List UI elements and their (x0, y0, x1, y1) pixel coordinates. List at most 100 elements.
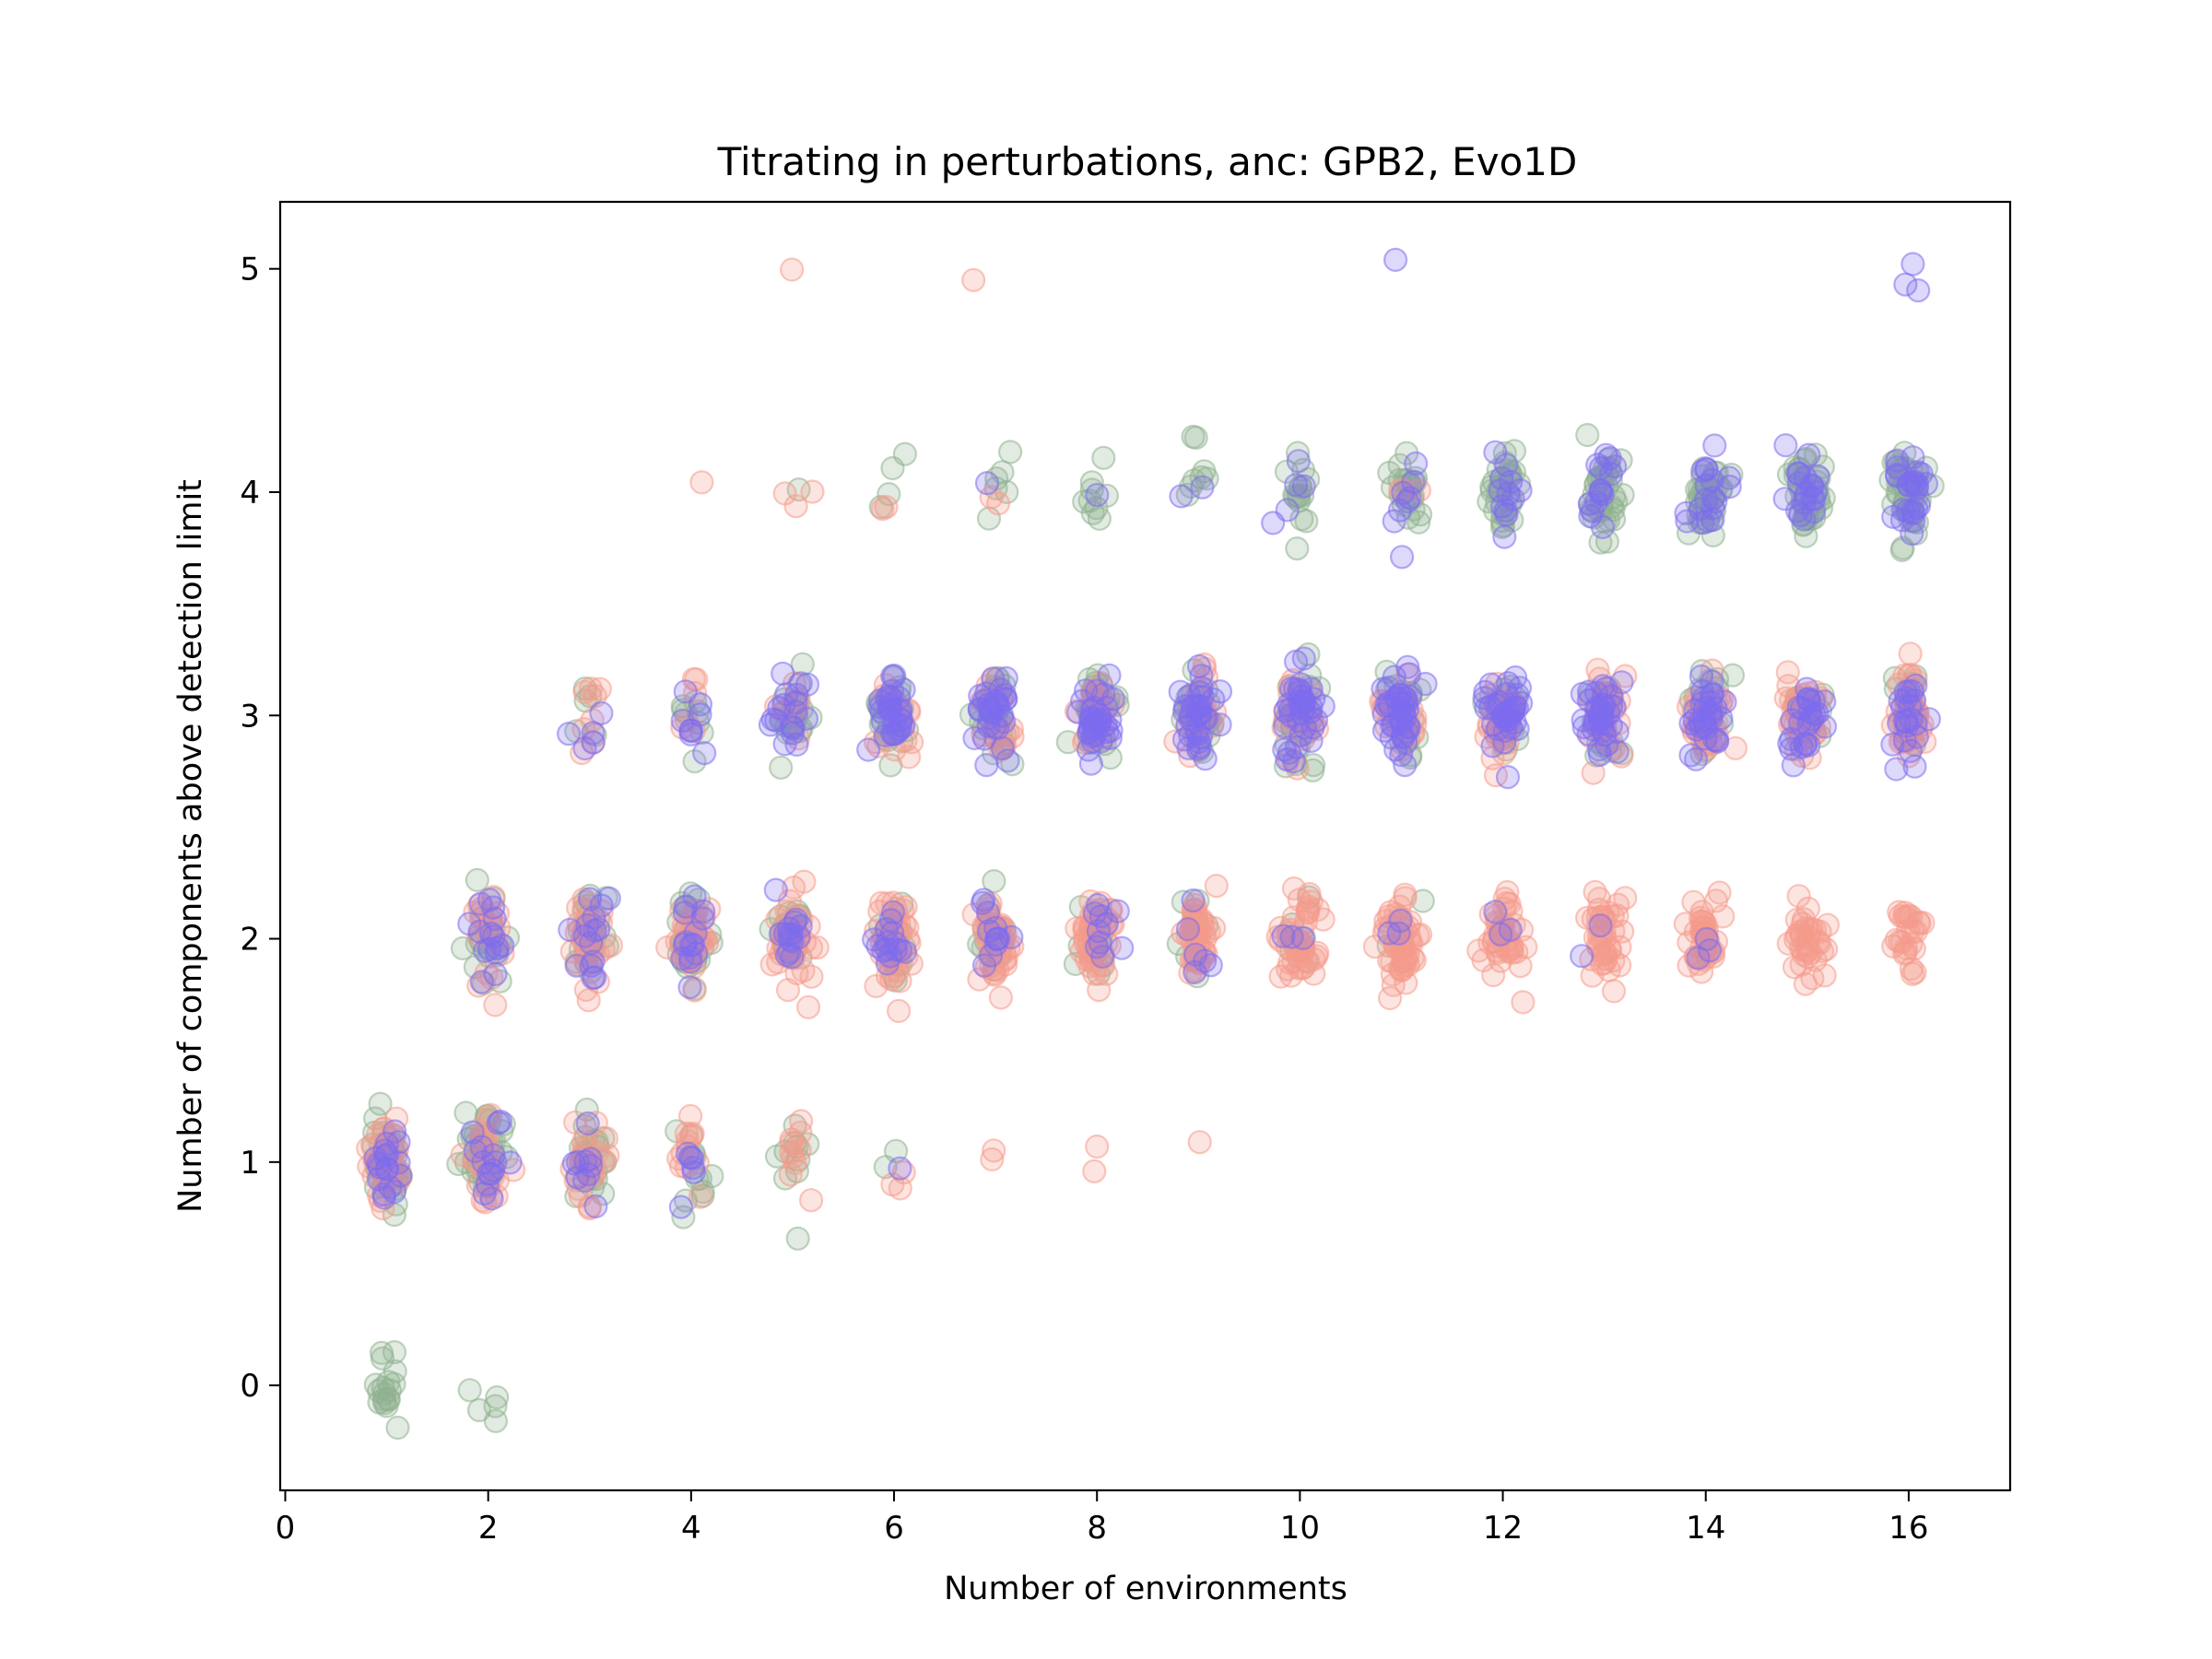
scatter-point (371, 1381, 396, 1406)
scatter-point (1082, 1159, 1107, 1184)
scatter-point (1900, 678, 1924, 704)
scatter-point (1508, 477, 1533, 503)
scatter-point (1702, 433, 1727, 458)
x-tick-label: 14 (1686, 1510, 1725, 1547)
scatter-point (763, 877, 788, 902)
scatter-point (1381, 972, 1406, 997)
scatter-point (891, 677, 916, 702)
scatter-point (382, 1339, 407, 1365)
scatter-point (1271, 924, 1296, 948)
scatter-point (582, 965, 607, 990)
scatter-point (1178, 723, 1203, 748)
scatter-point (995, 748, 1020, 773)
scatter-point (1716, 465, 1742, 490)
scatter-point (975, 900, 1001, 925)
scatter-point (1899, 932, 1924, 957)
scatter-point (1175, 916, 1201, 942)
scatter-point (583, 1194, 608, 1219)
scatter-point (1694, 457, 1719, 482)
scatter-point (369, 1340, 394, 1366)
scatter-point (1072, 489, 1097, 514)
scatter-point (1300, 715, 1325, 740)
scatter-point (469, 970, 494, 994)
scatter-point (589, 700, 614, 725)
x-tick-label: 16 (1888, 1510, 1928, 1547)
scatter-point (1388, 908, 1413, 934)
scatter-point (1906, 278, 1931, 303)
scatter-point (988, 985, 1014, 1010)
scatter-point (1775, 660, 1800, 685)
scatter-point (483, 993, 508, 1018)
scatter-point (799, 964, 824, 989)
scatter-point (1082, 900, 1107, 926)
scatter-point (982, 1138, 1006, 1163)
scatter-point (1376, 675, 1401, 700)
scatter-point (1285, 441, 1311, 465)
scatter-point (870, 496, 895, 522)
scatter-point (689, 470, 714, 495)
scatter-point (1686, 946, 1711, 971)
scatter-point (864, 973, 888, 999)
scatter-point (1580, 963, 1605, 988)
scatter-point (674, 1121, 699, 1147)
y-axis-title: Number of components above detection lim… (172, 479, 209, 1213)
scatter-point (1085, 482, 1110, 508)
scatter-point (1395, 488, 1420, 514)
y-tick-label: 5 (240, 252, 260, 288)
scatter-point (688, 692, 713, 717)
scatter-point (1797, 699, 1822, 724)
scatter-point (772, 481, 797, 506)
scatter-point (1410, 888, 1435, 913)
scatter-point (466, 1397, 492, 1423)
scatter-point (575, 1111, 600, 1136)
scatter-point (1773, 433, 1798, 458)
scatter-point (1286, 449, 1311, 474)
scatter-point (1169, 484, 1194, 509)
scatter-point (1078, 751, 1104, 776)
scatter-point (1898, 641, 1923, 666)
scatter-point (1380, 712, 1405, 738)
y-tick-label: 0 (240, 1368, 260, 1405)
scatter-point (1688, 664, 1714, 689)
scatter-point (1892, 728, 1917, 753)
scatter-point (1570, 944, 1594, 969)
scatter-point (1296, 641, 1321, 667)
scatter-point (779, 922, 804, 947)
scatter-point (1807, 919, 1832, 945)
scatter-point (782, 1150, 808, 1176)
scatter-point (1085, 1134, 1110, 1159)
scatter-point (583, 1111, 608, 1135)
scatter-point (1290, 925, 1315, 951)
scatter-point (1885, 455, 1910, 480)
x-tick-label: 4 (681, 1510, 701, 1547)
scatter-point (382, 1179, 407, 1205)
scatter-point (1181, 424, 1206, 449)
scatter-point (1613, 886, 1638, 911)
scatter-point (466, 973, 491, 998)
scatter-point (1087, 506, 1112, 531)
scatter-point (983, 932, 1008, 957)
scatter-point (980, 1147, 1005, 1172)
scatter-point (1105, 899, 1130, 924)
scatter-point (1590, 699, 1615, 724)
scatter-point (477, 888, 502, 912)
scatter-point (780, 257, 805, 282)
scatter-point (780, 721, 806, 746)
scatter-point (382, 1359, 407, 1383)
scatter-point (805, 935, 830, 960)
scatter-point (788, 1109, 814, 1134)
scatter-point (1284, 473, 1309, 498)
scatter-point (457, 912, 482, 936)
scatter-point (1786, 471, 1811, 496)
scatter-point (875, 951, 900, 976)
scatter-point (888, 1176, 912, 1201)
scatter-point (1586, 886, 1612, 912)
scatter-point (1779, 736, 1804, 761)
scatter-point (589, 893, 614, 918)
scatter-point (680, 1155, 706, 1181)
scatter-point (465, 867, 489, 893)
scatter-point (1707, 880, 1732, 905)
x-tick-label: 8 (1087, 1510, 1107, 1547)
scatter-point (1091, 682, 1116, 707)
